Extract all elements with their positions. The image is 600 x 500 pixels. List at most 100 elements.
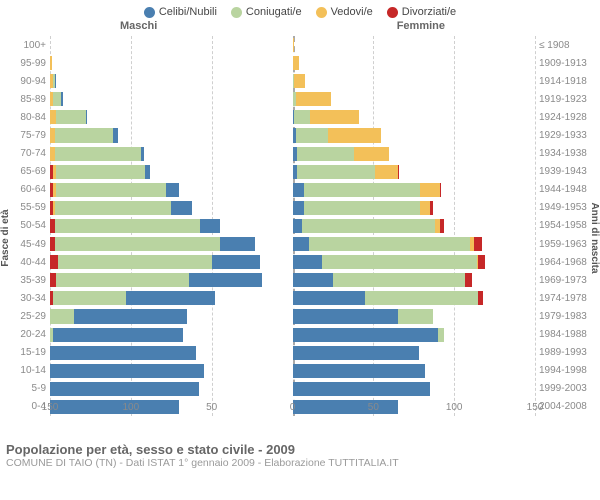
legend-item: Coniugati/e	[231, 6, 302, 18]
bar-segment	[293, 183, 304, 197]
legend-swatch	[316, 7, 327, 18]
legend-label: Divorziati/e	[402, 6, 456, 18]
legend-swatch	[231, 7, 242, 18]
birth-label: 1994-1998	[535, 365, 587, 376]
legend-item: Celibi/Nubili	[144, 6, 217, 18]
age-label: 80-84	[20, 112, 50, 123]
male-bar	[50, 147, 293, 161]
chart-area: Fasce di età Anni di nascita 100+≤ 19089…	[0, 36, 600, 440]
age-label: 10-14	[20, 365, 50, 376]
female-bar	[293, 255, 536, 269]
male-bar	[50, 255, 293, 269]
bar-segment	[293, 346, 419, 360]
female-bar	[293, 309, 536, 323]
male-bar	[50, 291, 293, 305]
bar-segment	[113, 128, 118, 142]
bar-segment	[55, 128, 113, 142]
female-bar	[293, 273, 536, 287]
male-bar	[50, 128, 293, 142]
age-row: 45-491959-1963	[50, 235, 535, 253]
bar-segment	[189, 273, 262, 287]
age-label: 15-19	[20, 347, 50, 358]
bar-segment	[293, 237, 309, 251]
female-bar	[293, 346, 536, 360]
age-row: 85-891919-1923	[50, 90, 535, 108]
female-bar	[293, 38, 536, 52]
female-bar	[293, 382, 536, 396]
legend-label: Coniugati/e	[246, 6, 302, 18]
age-label: 75-79	[20, 130, 50, 141]
bar-segment	[365, 291, 478, 305]
bar-segment	[375, 165, 398, 179]
bar-segment	[293, 219, 303, 233]
female-bar	[293, 364, 536, 378]
x-tick: 100	[446, 402, 463, 413]
bar-segment	[61, 92, 63, 106]
bar-segment	[398, 309, 434, 323]
birth-label: 1949-1953	[535, 202, 587, 213]
footer-title: Popolazione per età, sesso e stato civil…	[6, 442, 594, 457]
bar-segment	[420, 183, 439, 197]
bar-segment	[440, 219, 445, 233]
bar-segment	[55, 219, 201, 233]
bar-segment	[50, 346, 196, 360]
bar-segment	[328, 128, 381, 142]
birth-label: 1959-1963	[535, 239, 587, 250]
y-right-title: Anni di nascita	[589, 202, 600, 273]
bar-segment	[50, 56, 52, 70]
x-tick: 150	[527, 402, 544, 413]
age-row: 50-541954-1958	[50, 217, 535, 235]
birth-label: 1934-1938	[535, 148, 587, 159]
bar-segment	[200, 219, 219, 233]
plot: 100+≤ 190895-991909-191390-941914-191885…	[50, 36, 535, 416]
birth-label: 1999-2003	[535, 383, 587, 394]
birth-label: 1974-1978	[535, 293, 587, 304]
age-label: 95-99	[20, 58, 50, 69]
x-tick: 100	[122, 402, 139, 413]
female-bar	[293, 237, 536, 251]
age-row: 100+≤ 1908	[50, 36, 535, 54]
bar-segment	[310, 110, 359, 124]
bar-segment	[294, 74, 305, 88]
age-row: 40-441964-1968	[50, 253, 535, 271]
birth-label: 1944-1948	[535, 184, 587, 195]
legend-swatch	[387, 7, 398, 18]
bar-segment	[438, 328, 444, 342]
bar-segment	[322, 255, 477, 269]
bar-segment	[293, 201, 304, 215]
age-label: 20-24	[20, 329, 50, 340]
birth-label: 1989-1993	[535, 347, 587, 358]
legend-label: Vedovi/e	[331, 6, 373, 18]
age-label: 60-64	[20, 184, 50, 195]
bar-segment	[53, 291, 126, 305]
bar-segment	[55, 74, 57, 88]
female-bar	[293, 74, 536, 88]
birth-label: 1979-1983	[535, 311, 587, 322]
age-row: 25-291979-1983	[50, 307, 535, 325]
age-row: 95-991909-1913	[50, 54, 535, 72]
legend-item: Divorziati/e	[387, 6, 456, 18]
bar-segment	[293, 255, 322, 269]
bar-segment	[293, 328, 439, 342]
female-bar	[293, 147, 536, 161]
x-tick: 50	[206, 402, 217, 413]
y-left-title: Fasce di età	[0, 209, 11, 266]
bar-segment	[86, 110, 88, 124]
bar-segment	[145, 165, 150, 179]
age-label: 40-44	[20, 257, 50, 268]
birth-label: 1924-1928	[535, 112, 587, 123]
age-row: 20-241984-1988	[50, 326, 535, 344]
bar-segment	[293, 382, 430, 396]
age-row: 55-591949-1953	[50, 199, 535, 217]
bar-segment	[296, 128, 328, 142]
bar-segment	[171, 201, 192, 215]
age-row: 90-941914-1918	[50, 72, 535, 90]
footer: Popolazione per età, sesso e stato civil…	[0, 440, 600, 469]
header-male: Maschi	[120, 20, 157, 32]
bar-segment	[440, 183, 442, 197]
age-row: 75-791929-1933	[50, 126, 535, 144]
bar-segment	[293, 309, 398, 323]
birth-label: 1969-1973	[535, 275, 587, 286]
age-label: 30-34	[20, 293, 50, 304]
x-ticks: 15010050050100150	[50, 396, 535, 420]
